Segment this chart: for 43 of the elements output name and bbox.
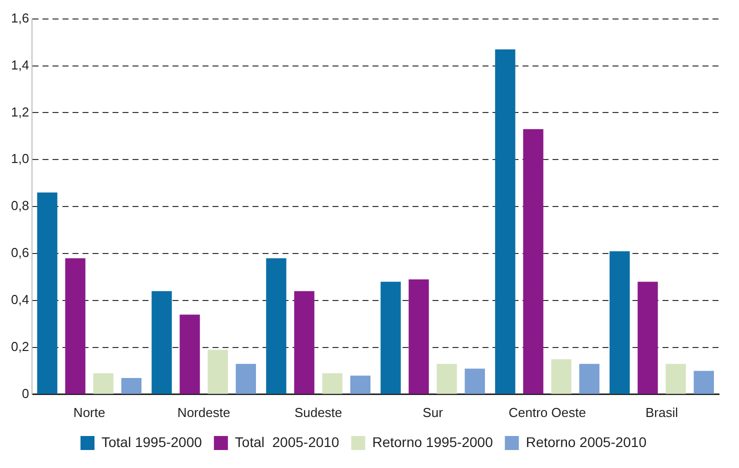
y-tick-label: 1,6 (10, 10, 30, 26)
bar (495, 49, 516, 394)
bar (65, 258, 86, 394)
bar (180, 314, 200, 394)
bar (408, 279, 429, 394)
x-tick-label: Sur (422, 404, 444, 420)
bar (37, 192, 58, 394)
bar (638, 282, 658, 394)
y-tick-label: 1,2 (10, 104, 30, 120)
y-tick-label: 0,2 (10, 339, 30, 354)
bar (610, 251, 630, 394)
legend-label: Retorno 1995-2000 (372, 434, 494, 450)
y-tick-label: 0 (22, 386, 30, 401)
legend-label: Total 2005-2010 (234, 434, 340, 450)
bar (294, 291, 314, 394)
x-tick-label: Sudeste (294, 404, 342, 420)
y-tick-label: 0,8 (10, 198, 30, 214)
bar (551, 359, 572, 394)
y-tick-label: 1,0 (10, 151, 30, 166)
bar (266, 258, 286, 394)
bar (236, 364, 256, 394)
bar (121, 378, 142, 394)
bar (694, 370, 714, 394)
bar (579, 364, 600, 394)
y-tick-label: 0,6 (10, 245, 30, 260)
legend-label: Total 1995-2000 (101, 434, 202, 450)
bar (322, 373, 342, 394)
bar (523, 129, 544, 394)
bar (380, 282, 401, 394)
bar (152, 291, 172, 394)
bar (208, 350, 228, 394)
bar (350, 376, 370, 394)
x-tick-label: Nordeste (177, 404, 230, 420)
bar (93, 373, 114, 394)
y-tick-label: 1,4 (10, 57, 30, 72)
bar (666, 364, 686, 394)
x-tick-label: Brasil (646, 404, 678, 420)
x-tick-label: Centro Oeste (508, 404, 586, 420)
y-tick-label: 0,4 (10, 292, 30, 308)
bar (464, 368, 485, 394)
x-tick-label: Norte (73, 404, 106, 420)
bar (436, 364, 457, 394)
legend-label: Retorno 2005-2010 (526, 434, 647, 450)
